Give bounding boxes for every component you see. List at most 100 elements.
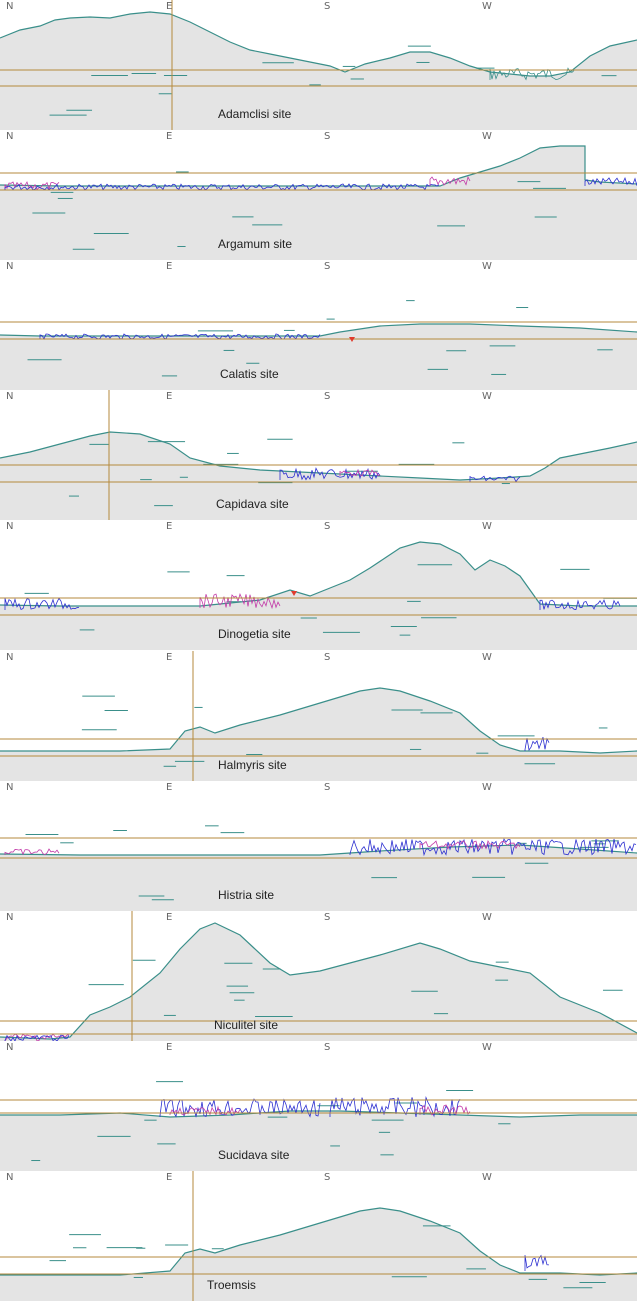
direction-label-e: E bbox=[166, 1, 173, 12]
direction-label-w: W bbox=[482, 652, 492, 663]
horizon-outline bbox=[0, 431, 637, 481]
direction-label-n: N bbox=[6, 391, 14, 402]
vegetation-trace bbox=[39, 333, 321, 340]
site-label: Adamclisi site bbox=[218, 107, 292, 121]
direction-label-w: W bbox=[482, 131, 492, 142]
horizon-outline bbox=[0, 687, 637, 754]
direction-label-w: W bbox=[482, 782, 492, 793]
panel-sucidava: N E S W Sucidava site bbox=[0, 1041, 637, 1171]
horizon-outline bbox=[0, 11, 637, 77]
terrain-area bbox=[0, 542, 637, 650]
horizon-profile-sucidava bbox=[0, 1081, 637, 1171]
direction-label-w: W bbox=[482, 1, 492, 12]
horizon-profile-niculitel bbox=[0, 911, 637, 1041]
site-label: Argamum site bbox=[218, 237, 293, 251]
horizon-outline bbox=[0, 145, 637, 187]
horizon-profile-halmyris bbox=[0, 651, 637, 781]
direction-label-s: S bbox=[324, 1172, 331, 1183]
panel-capidava: N E S W Capidava site bbox=[0, 390, 637, 520]
direction-label-n: N bbox=[6, 1, 14, 12]
panel-argamum: N E S W Argamum site bbox=[0, 130, 637, 260]
site-label: Capidava site bbox=[216, 497, 289, 511]
horizon-profile-capidava bbox=[0, 390, 637, 520]
site-label: Troemsis bbox=[207, 1278, 256, 1292]
panel-troemsis: N E S W Troemsis bbox=[0, 1171, 637, 1301]
vegetation-trace bbox=[524, 737, 550, 751]
direction-label-s: S bbox=[324, 782, 331, 793]
vegetation-trace bbox=[429, 175, 471, 186]
marker-icon bbox=[349, 337, 355, 342]
panel-histria: N E S W Histria site bbox=[0, 781, 637, 911]
vegetation-trace bbox=[419, 840, 521, 851]
panel-dinogetia: N E S W Dinogetia site bbox=[0, 520, 637, 650]
direction-label-s: S bbox=[324, 652, 331, 663]
vegetation-trace bbox=[469, 475, 521, 483]
terrain-area bbox=[0, 432, 637, 520]
direction-label-w: W bbox=[482, 1042, 492, 1053]
direction-label-e: E bbox=[166, 782, 173, 793]
panel-adamclisi: N E S W Adamclisi site bbox=[0, 0, 637, 130]
direction-label-e: E bbox=[166, 391, 173, 402]
direction-label-e: E bbox=[166, 652, 173, 663]
direction-label-w: W bbox=[482, 261, 492, 272]
vegetation-trace bbox=[4, 1033, 70, 1041]
vegetation-trace bbox=[419, 1104, 471, 1116]
direction-label-n: N bbox=[6, 782, 14, 793]
terrain-area bbox=[0, 923, 637, 1041]
direction-label-n: N bbox=[6, 1042, 14, 1053]
vegetation-trace bbox=[329, 1096, 461, 1118]
site-label: Histria site bbox=[218, 888, 275, 902]
direction-label-n: N bbox=[6, 1172, 14, 1183]
marker-icon bbox=[291, 591, 297, 596]
direction-label-e: E bbox=[166, 1042, 173, 1053]
panel-niculitel: N E S W Niculitel site bbox=[0, 911, 637, 1041]
vegetation-trace bbox=[4, 848, 60, 856]
direction-label-n: N bbox=[6, 261, 14, 272]
direction-label-e: E bbox=[166, 261, 173, 272]
terrain-area bbox=[0, 1111, 637, 1171]
horizon-profile-troemsis bbox=[0, 1171, 637, 1301]
horizon-outline bbox=[0, 844, 637, 856]
direction-label-w: W bbox=[482, 1172, 492, 1183]
terrain-area bbox=[0, 845, 637, 911]
terrain-area bbox=[0, 324, 637, 390]
direction-label-w: W bbox=[482, 391, 492, 402]
horizon-outline bbox=[0, 323, 637, 337]
direction-label-n: N bbox=[6, 521, 14, 532]
panel-halmyris: N E S W Halmyris site bbox=[0, 651, 637, 781]
horizon-profile-calatis bbox=[0, 300, 637, 390]
vegetation-trace bbox=[169, 1105, 241, 1116]
direction-label-e: E bbox=[166, 131, 173, 142]
vegetation-trace bbox=[584, 177, 637, 186]
horizon-profile-adamclisi bbox=[0, 0, 637, 130]
direction-label-n: N bbox=[6, 912, 14, 923]
direction-label-w: W bbox=[482, 912, 492, 923]
horizon-profile-dinogetia bbox=[0, 541, 637, 650]
horizon-outline bbox=[0, 541, 637, 607]
site-label: Sucidava site bbox=[218, 1148, 290, 1162]
vegetation-trace bbox=[339, 469, 381, 477]
direction-label-e: E bbox=[166, 1172, 173, 1183]
vegetation-trace bbox=[159, 1098, 321, 1118]
vegetation-trace bbox=[539, 599, 621, 611]
site-label: Niculitel site bbox=[214, 1018, 279, 1032]
vegetation-trace bbox=[489, 67, 575, 81]
site-label: Calatis site bbox=[220, 367, 279, 381]
direction-label-s: S bbox=[324, 1, 331, 12]
direction-label-w: W bbox=[482, 521, 492, 532]
direction-label-s: S bbox=[324, 131, 331, 142]
horizon-profile-argamum bbox=[0, 145, 637, 260]
vegetation-trace bbox=[524, 1254, 550, 1271]
direction-label-n: N bbox=[6, 131, 14, 142]
site-label: Halmyris site bbox=[218, 758, 287, 772]
terrain-area bbox=[0, 1208, 637, 1301]
site-label: Dinogetia site bbox=[218, 627, 291, 641]
direction-label-s: S bbox=[324, 261, 331, 272]
horizon-outline bbox=[0, 1207, 637, 1276]
direction-label-n: N bbox=[6, 652, 14, 663]
direction-label-s: S bbox=[324, 1042, 331, 1053]
direction-label-s: S bbox=[324, 391, 331, 402]
direction-label-s: S bbox=[324, 912, 331, 923]
horizon-profile-histria bbox=[0, 825, 637, 911]
vegetation-trace bbox=[349, 838, 637, 857]
